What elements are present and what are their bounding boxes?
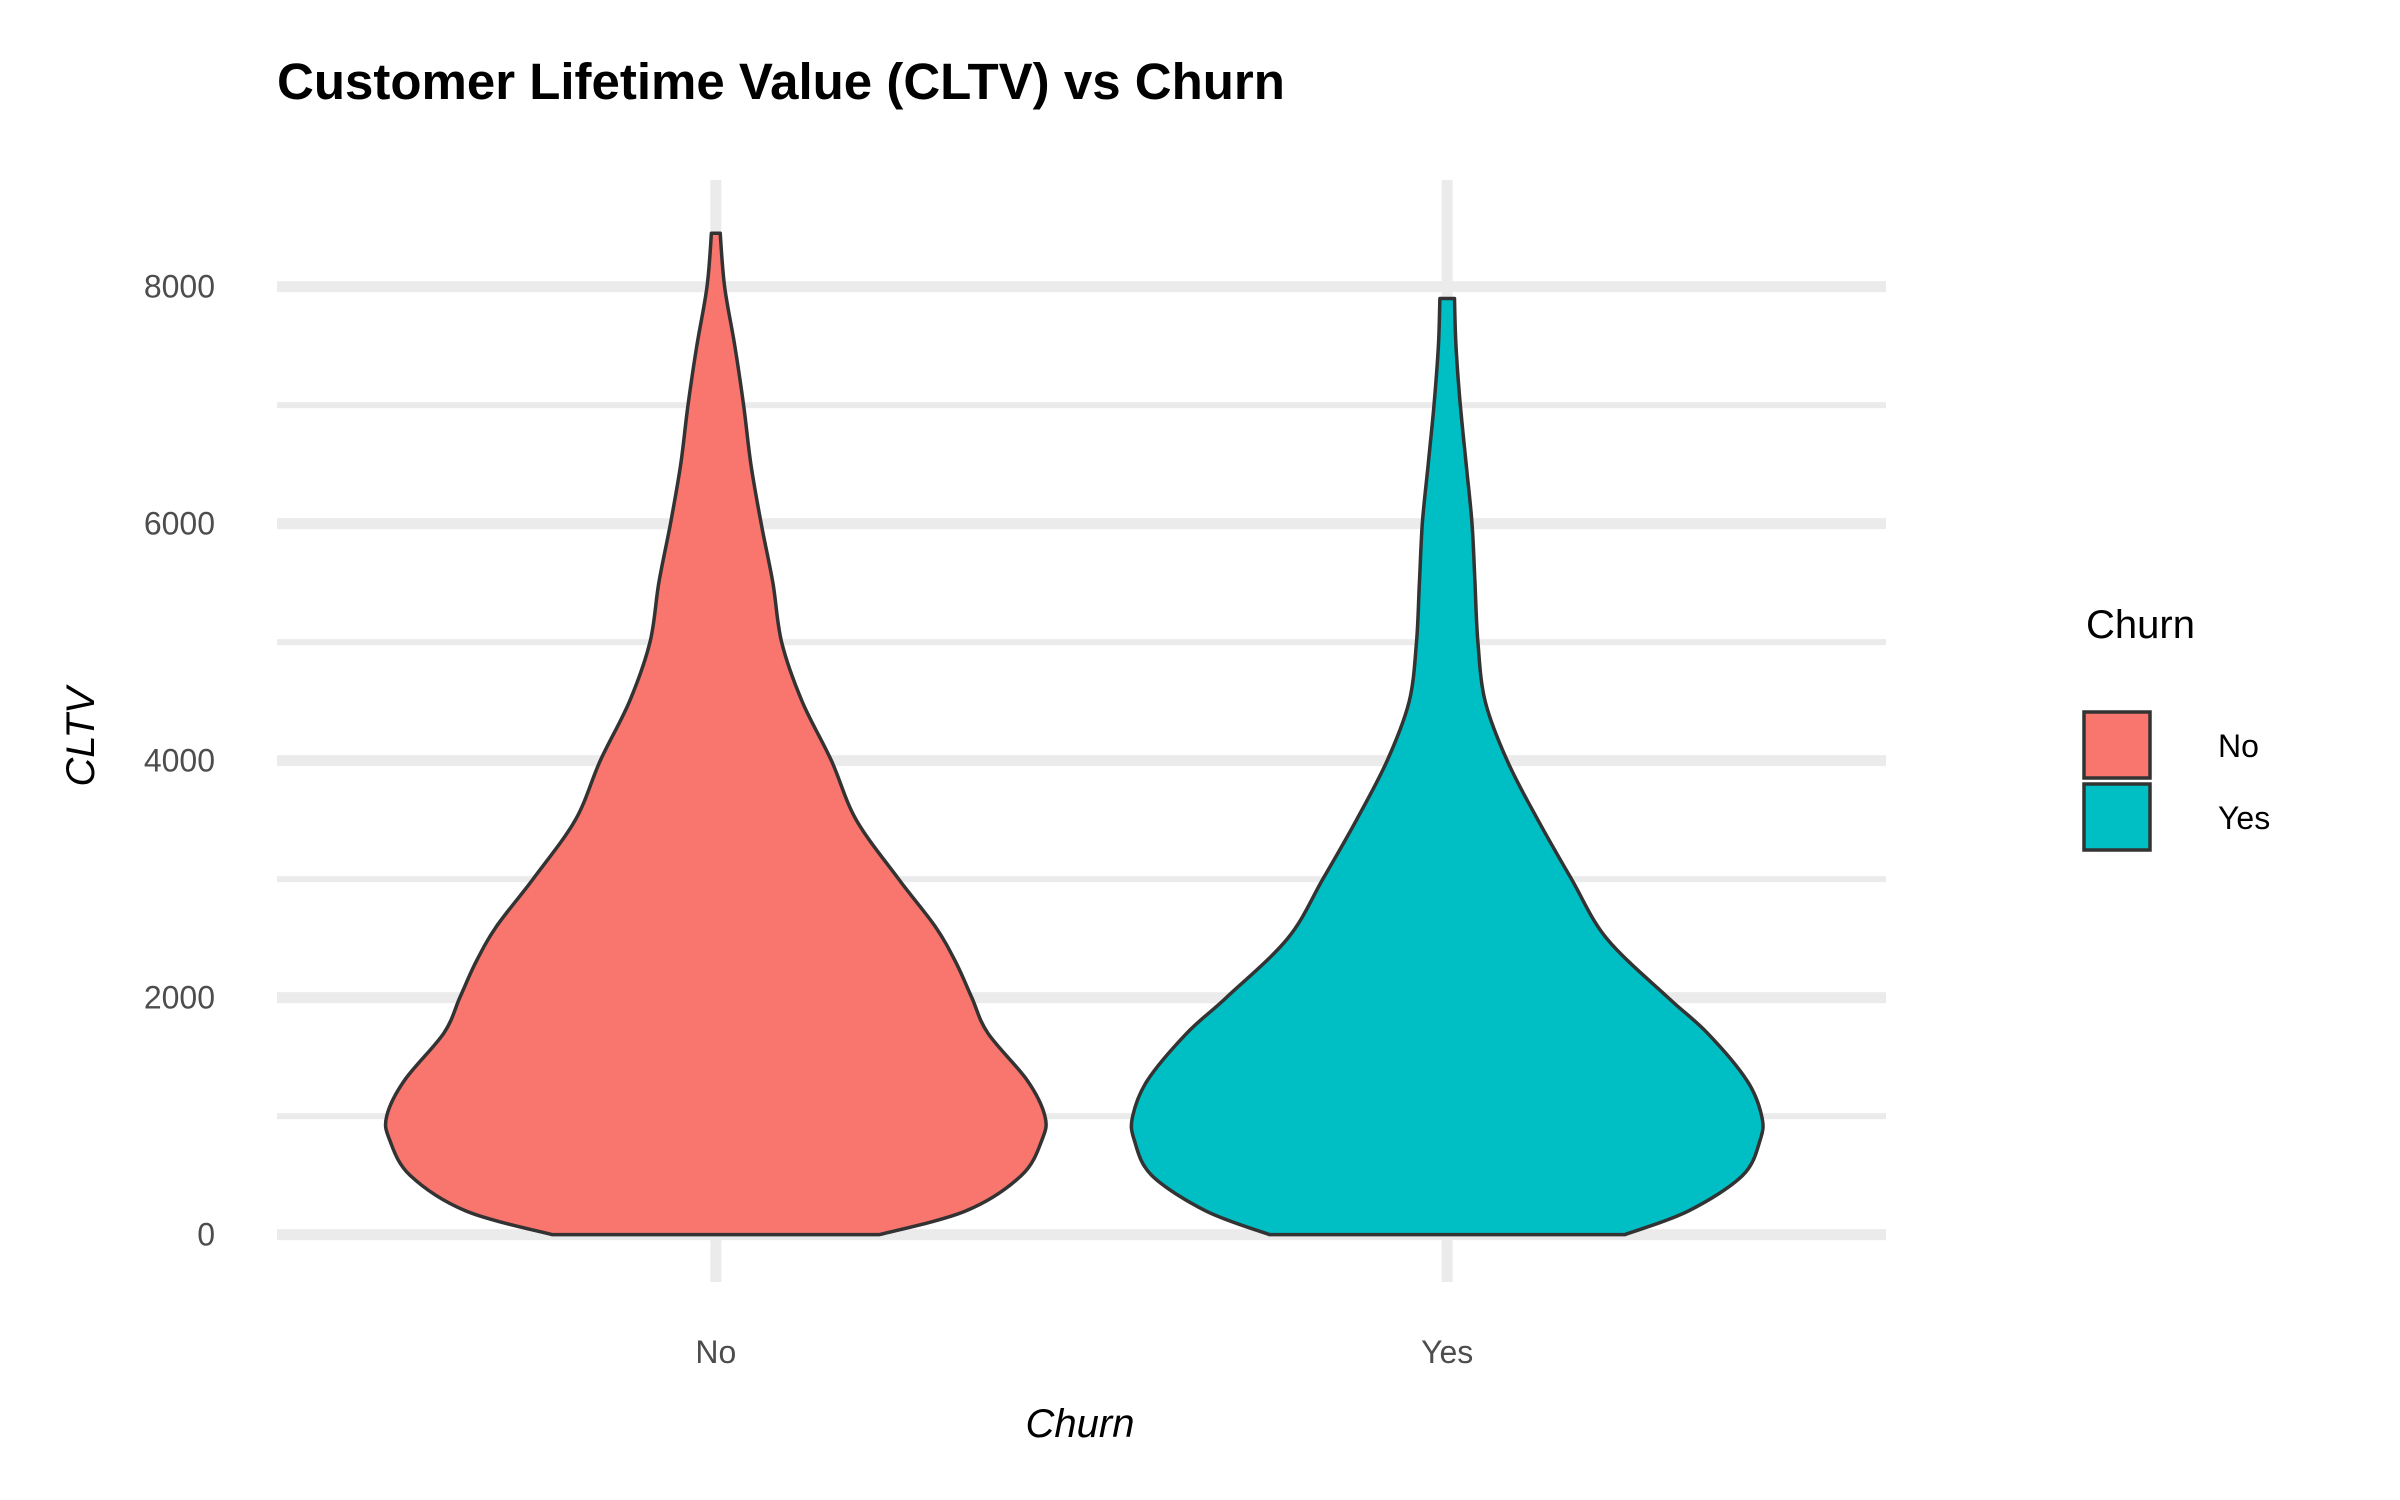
x-tick-label: Yes	[1421, 1334, 1473, 1370]
violin-no	[383, 231, 1048, 1237]
chart-title: Customer Lifetime Value (CLTV) vs Churn	[277, 53, 1285, 110]
legend-swatch-no	[2082, 710, 2152, 780]
y-tick-label: 4000	[144, 743, 215, 779]
y-axis-title: CLTV	[59, 684, 103, 787]
y-tick-label: 0	[197, 1217, 215, 1253]
legend-swatch-yes	[2082, 782, 2152, 852]
y-axis-ticks: 0 2000 4000 6000 8000	[144, 269, 215, 1253]
x-axis-title: Churn	[1026, 1402, 1135, 1446]
y-tick-label: 2000	[144, 980, 215, 1016]
legend: Churn No Yes	[2082, 603, 2270, 852]
violin-yes	[1129, 296, 1765, 1237]
violin-layer	[383, 231, 1765, 1237]
legend-label-yes: Yes	[2218, 800, 2270, 836]
legend-entries: No Yes	[2082, 710, 2270, 852]
x-axis-ticks: No Yes	[695, 1334, 1473, 1370]
y-tick-label: 6000	[144, 506, 215, 542]
legend-label-no: No	[2218, 728, 2259, 764]
y-tick-label: 8000	[144, 269, 215, 305]
x-tick-label: No	[695, 1334, 736, 1370]
legend-title: Churn	[2086, 603, 2195, 647]
